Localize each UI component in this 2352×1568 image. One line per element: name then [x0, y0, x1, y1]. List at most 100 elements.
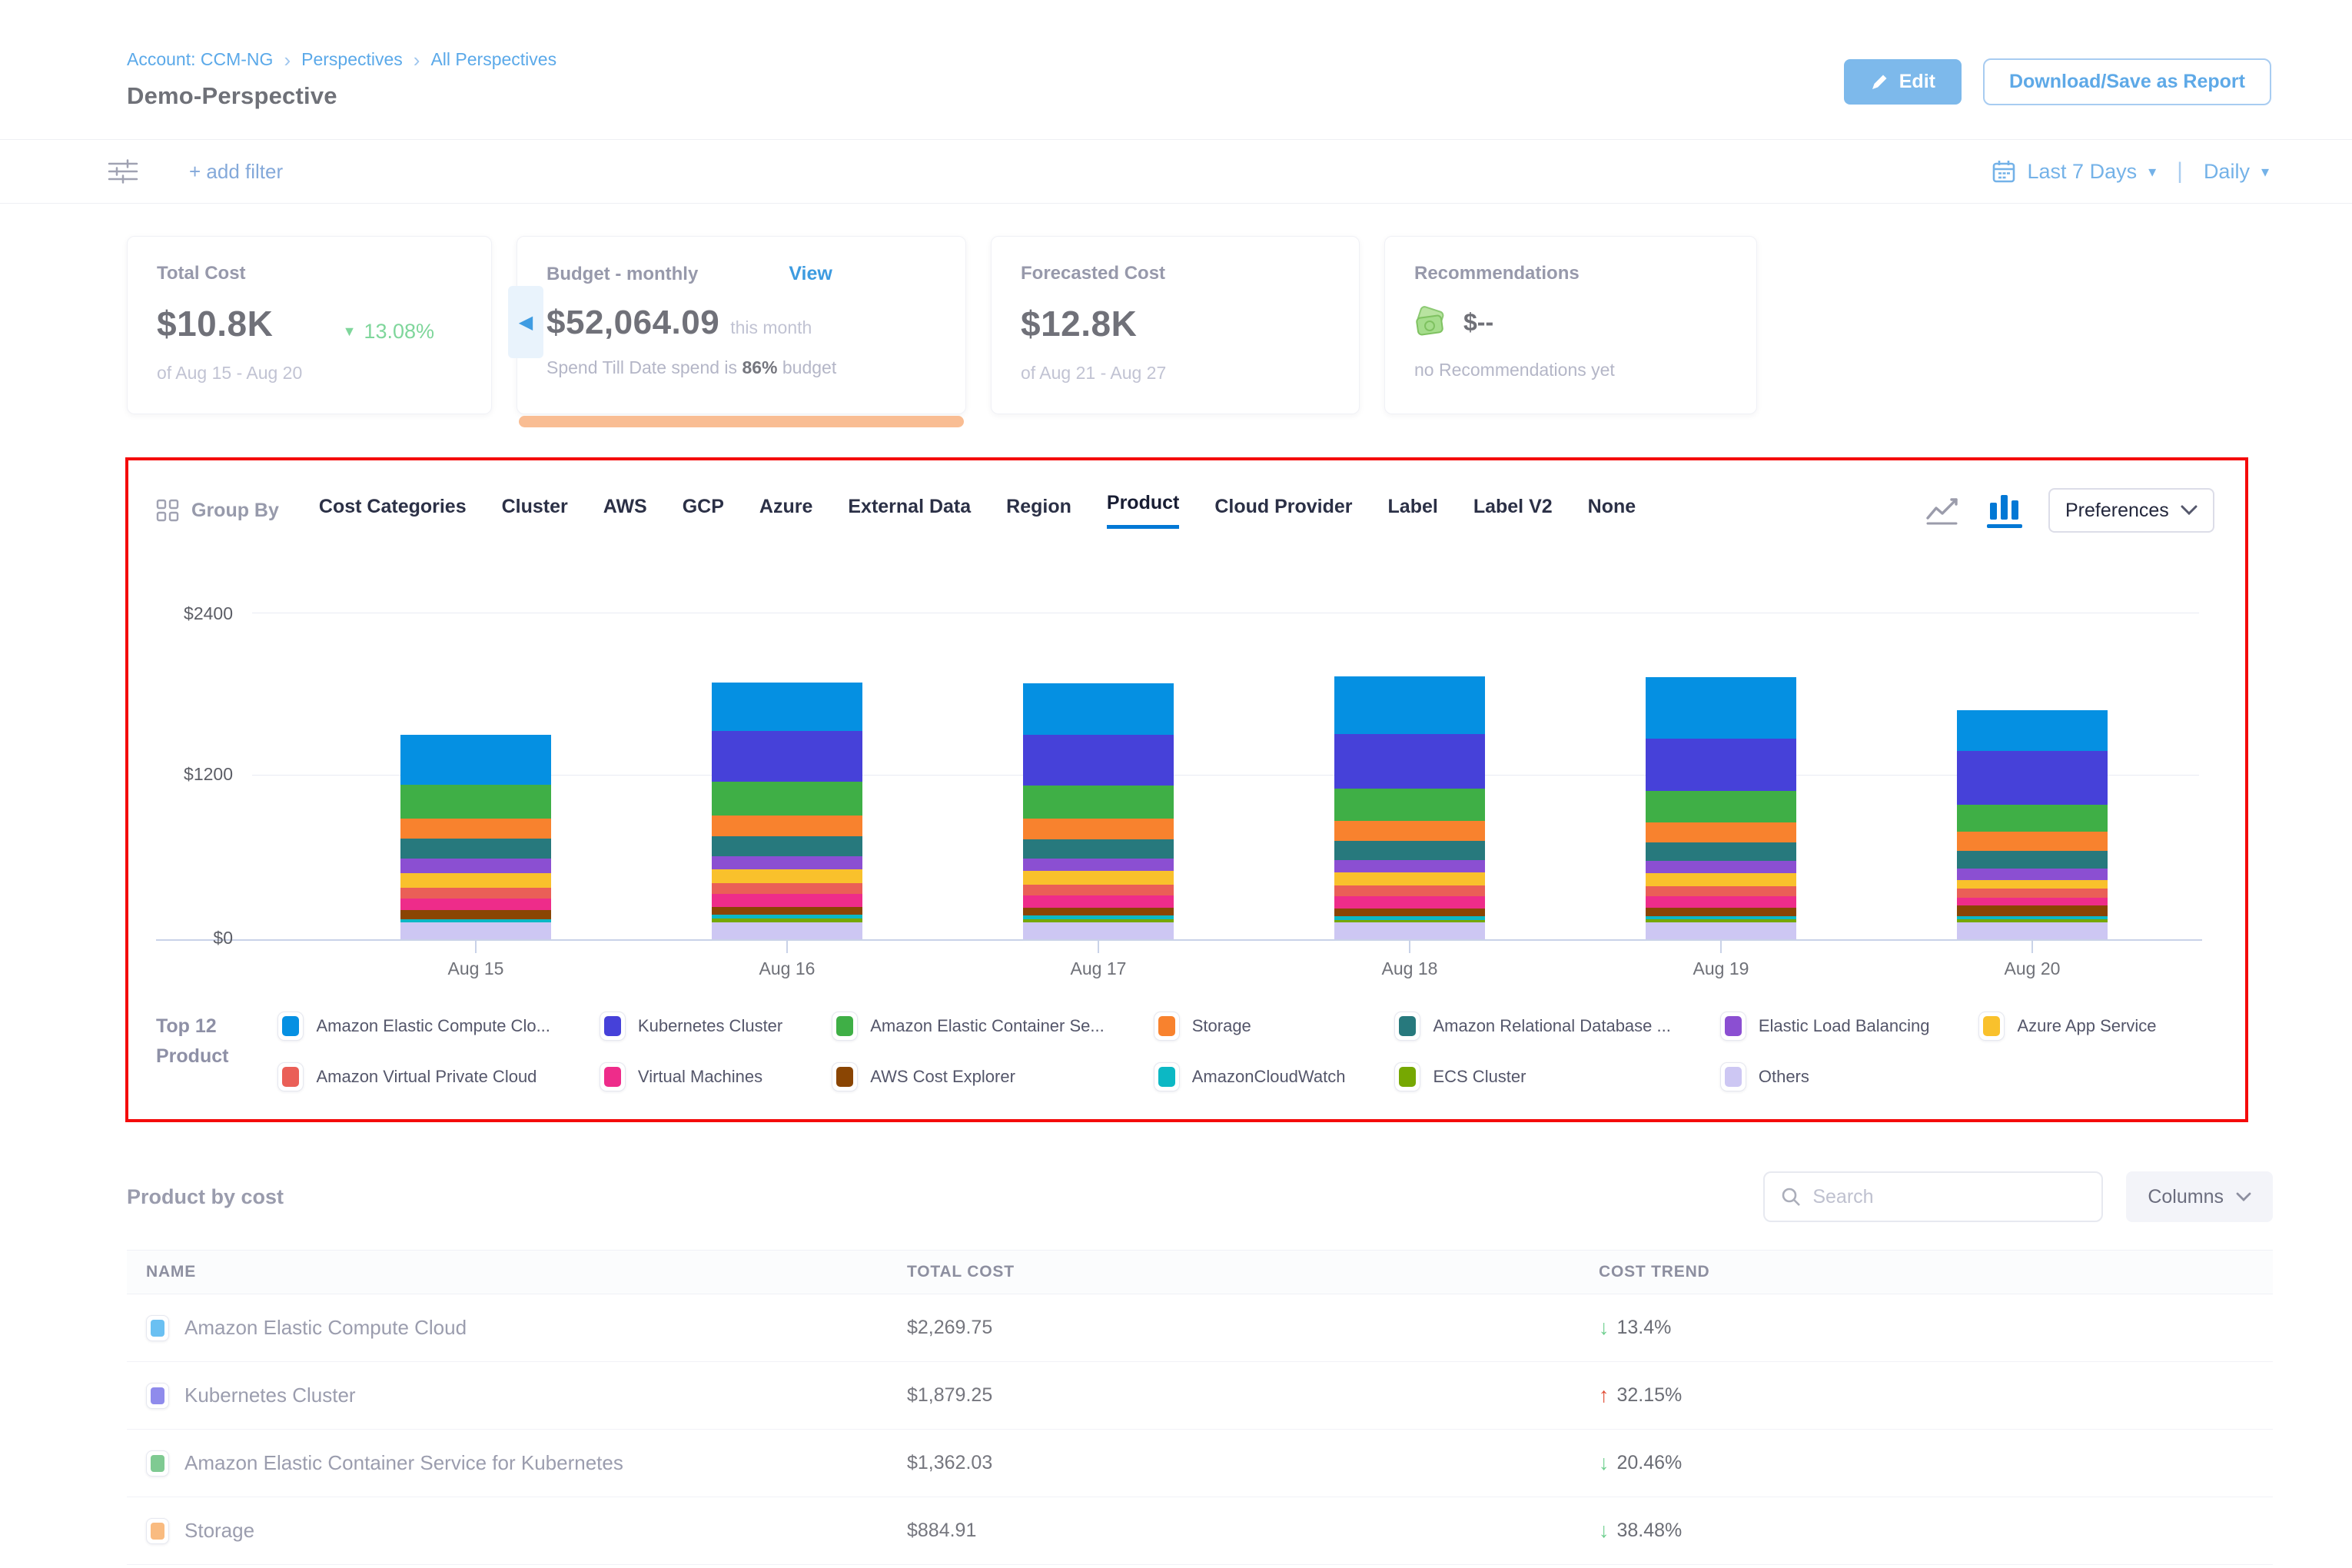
bar-segment-elastic-load-balancing[interactable]: [1957, 869, 2108, 881]
bar-segment-amazon-elastic-compute-cloud[interactable]: [1646, 677, 1796, 739]
bar-segment-virtual-machines[interactable]: [712, 894, 862, 908]
tab-cost-categories[interactable]: Cost Categories: [318, 496, 467, 517]
bar-segment-elastic-load-balancing[interactable]: [712, 856, 862, 869]
bar-segment-others[interactable]: [400, 922, 551, 939]
tab-gcp[interactable]: GCP: [682, 496, 724, 517]
stacked-bar-aug-19[interactable]: [1646, 677, 1796, 939]
bar-segment-virtual-machines[interactable]: [1957, 898, 2108, 906]
bar-segment-amazon-relational-database-service[interactable]: [1334, 840, 1485, 860]
tab-external-data[interactable]: External Data: [848, 496, 972, 517]
legend-item-amazon-relational-database-[interactable]: Amazon Relational Database ...: [1394, 1012, 1671, 1041]
bar-segment-aws-cost-explorer[interactable]: [1334, 908, 1485, 917]
bar-segment-amazon-elastic-compute-cloud[interactable]: [1957, 710, 2108, 752]
bar-segment-ecs-cluster[interactable]: [1957, 919, 2108, 922]
column-header-total-cost[interactable]: TOTAL COST: [907, 1263, 1015, 1281]
budget-view-link[interactable]: View: [789, 263, 832, 284]
bar-segment-amazon-elastic-container-service-for-kubernetes[interactable]: [1646, 791, 1796, 822]
bar-segment-others[interactable]: [712, 922, 862, 939]
bar-segment-amazon-virtual-private-cloud[interactable]: [1957, 888, 2108, 899]
add-filter-button[interactable]: + add filter: [189, 159, 284, 183]
legend-item-others[interactable]: Others: [1719, 1062, 1930, 1091]
bar-segment-others[interactable]: [1957, 922, 2108, 939]
bar-segment-azure-app-service[interactable]: [1023, 871, 1174, 885]
breadcrumb-perspectives[interactable]: Perspectives: [301, 49, 403, 69]
bar-segment-amazoncloudwatch[interactable]: [400, 919, 551, 922]
bar-segment-elastic-load-balancing[interactable]: [1646, 860, 1796, 873]
bar-segment-storage[interactable]: [400, 818, 551, 839]
legend-item-ecs-cluster[interactable]: ECS Cluster: [1394, 1062, 1670, 1091]
bar-segment-amazon-virtual-private-cloud[interactable]: [1334, 885, 1485, 897]
stacked-bar-aug-20[interactable]: [1957, 710, 2108, 939]
bar-segment-azure-app-service[interactable]: [1957, 880, 2108, 889]
bar-segment-others[interactable]: [1023, 922, 1174, 939]
legend-item-storage[interactable]: Storage: [1153, 1012, 1346, 1041]
preferences-dropdown[interactable]: Preferences: [2048, 488, 2214, 533]
bar-segment-aws-cost-explorer[interactable]: [712, 907, 862, 915]
bar-segment-kubernetes-cluster[interactable]: [1957, 751, 2108, 805]
chevron-left-icon[interactable]: ◀: [508, 286, 543, 358]
stacked-bar-aug-15[interactable]: [400, 735, 551, 939]
columns-button[interactable]: Columns: [2126, 1171, 2273, 1222]
breadcrumb-account[interactable]: Account: CCM-NG: [127, 49, 274, 69]
legend-item-azure-app-service[interactable]: Azure App Service: [1978, 1012, 2156, 1041]
tab-label[interactable]: Label: [1387, 496, 1438, 517]
date-range-caret-icon[interactable]: ▾: [2148, 163, 2157, 181]
table-row-storage[interactable]: Storage $884.91 ↓ 38.48%: [127, 1497, 2273, 1565]
legend-item-kubernetes-cluster[interactable]: Kubernetes Cluster: [599, 1012, 782, 1041]
bar-segment-virtual-machines[interactable]: [1023, 895, 1174, 909]
tab-label-v2[interactable]: Label V2: [1473, 496, 1553, 517]
table-row-kubernetes-cluster[interactable]: Kubernetes Cluster $1,879.25 ↑ 32.15%: [127, 1362, 2273, 1430]
bar-segment-amazon-elastic-compute-cloud[interactable]: [400, 735, 551, 786]
bar-segment-amazon-elastic-container-service-for-kubernetes[interactable]: [1334, 788, 1485, 821]
legend-item-amazoncloudwatch[interactable]: AmazonCloudWatch: [1153, 1062, 1345, 1091]
stacked-bar-aug-18[interactable]: [1334, 676, 1485, 939]
bar-segment-amazoncloudwatch[interactable]: [1023, 915, 1174, 920]
search-input[interactable]: [1812, 1185, 2087, 1208]
bar-segment-amazon-elastic-container-service-for-kubernetes[interactable]: [1957, 804, 2108, 832]
line-chart-toggle-icon[interactable]: [1925, 495, 1961, 526]
tab-none[interactable]: None: [1587, 496, 1636, 517]
bar-segment-amazon-elastic-container-service-for-kubernetes[interactable]: [400, 785, 551, 819]
bar-segment-storage[interactable]: [1023, 818, 1174, 839]
bar-segment-amazon-elastic-compute-cloud[interactable]: [1334, 676, 1485, 734]
bar-segment-aws-cost-explorer[interactable]: [1646, 908, 1796, 916]
bar-segment-elastic-load-balancing[interactable]: [1334, 859, 1485, 872]
legend-item-elastic-load-balancing[interactable]: Elastic Load Balancing: [1719, 1012, 1929, 1041]
bar-segment-azure-app-service[interactable]: [1334, 872, 1485, 886]
granularity-caret-icon[interactable]: ▾: [2261, 163, 2269, 181]
bar-chart-toggle-icon[interactable]: [1987, 493, 2022, 528]
bar-segment-amazon-relational-database-service[interactable]: [1023, 839, 1174, 859]
table-row-amazon-elastic-container-service-for-kubernetes[interactable]: Amazon Elastic Container Service for Kub…: [127, 1430, 2273, 1497]
table-row-amazon-elastic-compute-cloud[interactable]: Amazon Elastic Compute Cloud $2,269.75 ↓ 13…: [127, 1294, 2273, 1362]
legend-item-amazon-elastic-compute-clo-[interactable]: Amazon Elastic Compute Clo...: [277, 1012, 550, 1041]
bar-segment-amazon-relational-database-service[interactable]: [712, 836, 862, 857]
bar-segment-azure-app-service[interactable]: [400, 872, 551, 888]
bar-segment-ecs-cluster[interactable]: [1646, 919, 1796, 922]
bar-segment-amazon-relational-database-service[interactable]: [400, 839, 551, 859]
bar-segment-amazon-virtual-private-cloud[interactable]: [400, 887, 551, 899]
bar-segment-elastic-load-balancing[interactable]: [400, 858, 551, 873]
bar-segment-azure-app-service[interactable]: [712, 869, 862, 884]
tab-cluster[interactable]: Cluster: [501, 496, 568, 517]
date-range-select[interactable]: Last 7 Days: [2027, 159, 2138, 183]
bar-segment-amazoncloudwatch[interactable]: [1646, 915, 1796, 920]
bar-segment-amazon-relational-database-service[interactable]: [1957, 851, 2108, 869]
edit-button[interactable]: Edit: [1843, 59, 1962, 105]
bar-segment-amazoncloudwatch[interactable]: [1334, 916, 1485, 920]
bar-segment-others[interactable]: [1334, 922, 1485, 939]
granularity-select[interactable]: Daily: [2203, 159, 2250, 183]
bar-segment-kubernetes-cluster[interactable]: [1023, 735, 1174, 786]
legend-item-virtual-machines[interactable]: Virtual Machines: [599, 1062, 782, 1091]
bar-segment-storage[interactable]: [1957, 832, 2108, 852]
bar-segment-storage[interactable]: [1334, 820, 1485, 841]
bar-segment-ecs-cluster[interactable]: [712, 919, 862, 922]
column-header-cost-trend[interactable]: COST TREND: [1599, 1263, 1710, 1281]
legend-item-aws-cost-explorer[interactable]: AWS Cost Explorer: [832, 1062, 1104, 1091]
stacked-bar-aug-16[interactable]: [712, 683, 862, 939]
tab-azure[interactable]: Azure: [759, 496, 813, 517]
bar-segment-ecs-cluster[interactable]: [1334, 919, 1485, 922]
bar-segment-storage[interactable]: [1646, 822, 1796, 842]
bar-segment-amazon-virtual-private-cloud[interactable]: [1023, 885, 1174, 896]
breadcrumb-all-perspectives[interactable]: All Perspectives: [430, 49, 557, 69]
stacked-bar-aug-17[interactable]: [1023, 683, 1174, 939]
